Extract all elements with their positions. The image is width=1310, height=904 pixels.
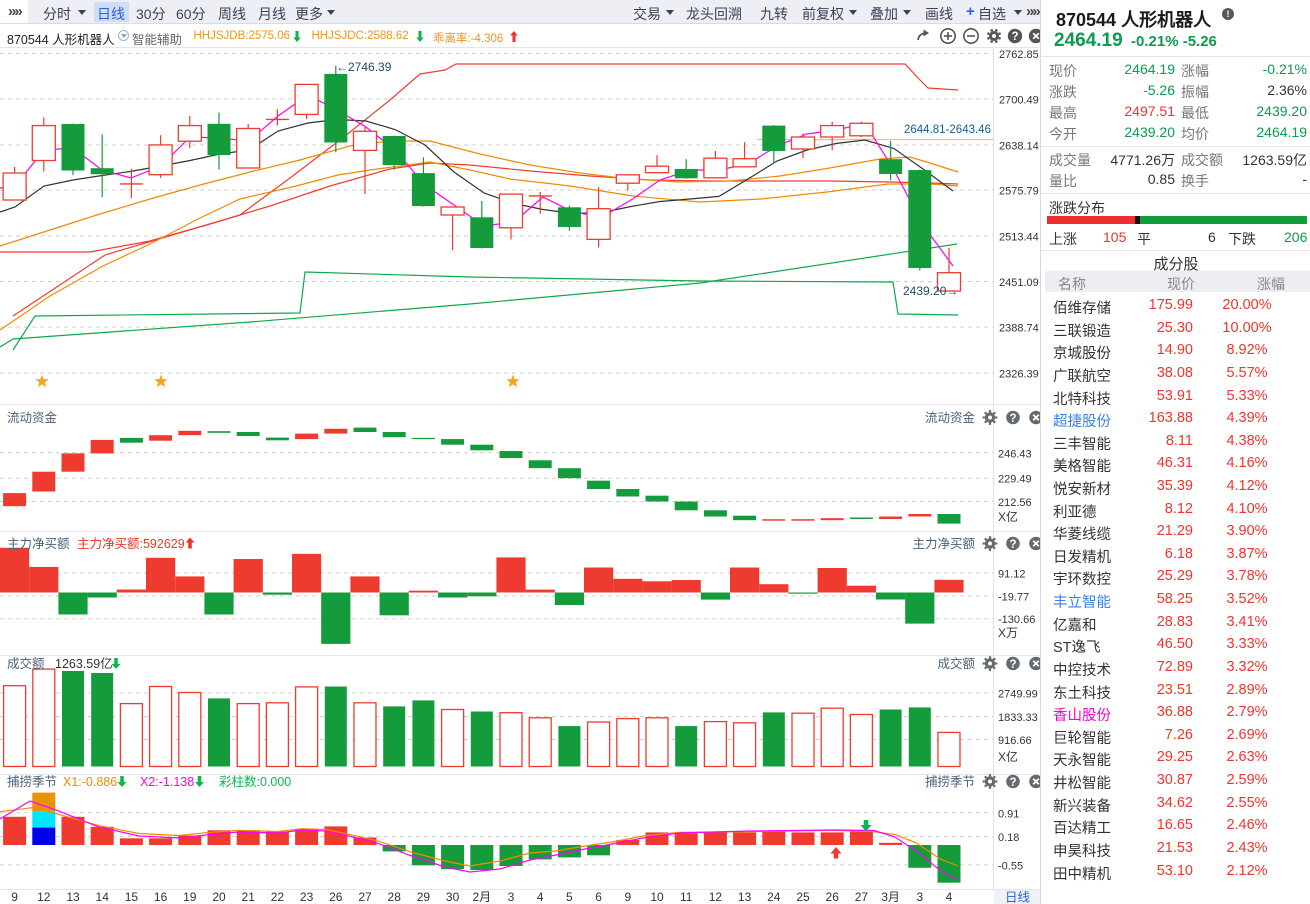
svg-text:27: 27 bbox=[855, 890, 869, 904]
svg-text:-19.77: -19.77 bbox=[998, 592, 1029, 604]
svg-text:?: ? bbox=[1009, 413, 1016, 425]
svg-text:主力净买额: 主力净买额 bbox=[912, 537, 975, 551]
svg-text:229.49: 229.49 bbox=[998, 474, 1032, 486]
svg-text:26: 26 bbox=[826, 890, 840, 904]
svg-text:X1:-0.886: X1:-0.886 bbox=[63, 775, 117, 789]
svg-text:23: 23 bbox=[300, 890, 314, 904]
svg-text:2326.39: 2326.39 bbox=[999, 369, 1039, 381]
svg-text:2月: 2月 bbox=[472, 890, 491, 904]
svg-text:14: 14 bbox=[96, 890, 110, 904]
svg-text:13: 13 bbox=[66, 890, 80, 904]
svg-text:0.91: 0.91 bbox=[998, 808, 1019, 820]
svg-text:22: 22 bbox=[271, 890, 285, 904]
svg-text:-0.55: -0.55 bbox=[998, 860, 1023, 872]
svg-text:5: 5 bbox=[566, 890, 573, 904]
svg-text:2644.81-2643.46: 2644.81-2643.46 bbox=[904, 124, 991, 136]
svg-text:91.12: 91.12 bbox=[998, 568, 1026, 580]
svg-text:10: 10 bbox=[650, 890, 664, 904]
svg-text:212.56: 212.56 bbox=[998, 497, 1032, 509]
svg-text:1833.33: 1833.33 bbox=[998, 712, 1038, 724]
svg-text:19: 19 bbox=[183, 890, 197, 904]
svg-text:流动资金: 流动资金 bbox=[7, 410, 58, 425]
svg-text:1263.59亿: 1263.59亿 bbox=[55, 656, 113, 671]
svg-text:24: 24 bbox=[767, 890, 781, 904]
svg-text:成交额: 成交额 bbox=[937, 656, 975, 671]
svg-text:主力净买额:592629: 主力净买额:592629 bbox=[77, 537, 185, 551]
svg-text:X万: X万 bbox=[998, 626, 1018, 640]
svg-text:捕捞季节: 捕捞季节 bbox=[7, 774, 57, 789]
svg-text:←2746.39: ←2746.39 bbox=[336, 60, 392, 74]
svg-text:成交额: 成交额 bbox=[7, 656, 45, 671]
svg-text:2439.20→: 2439.20→ bbox=[903, 284, 958, 298]
svg-text:4: 4 bbox=[946, 890, 953, 904]
svg-text:30: 30 bbox=[446, 890, 460, 904]
svg-text:26: 26 bbox=[329, 890, 343, 904]
svg-text:3月: 3月 bbox=[881, 890, 900, 904]
svg-text:流动资金: 流动资金 bbox=[925, 410, 976, 425]
svg-text:6: 6 bbox=[595, 890, 602, 904]
svg-text:27: 27 bbox=[358, 890, 372, 904]
svg-text:主力净买额: 主力净买额 bbox=[7, 537, 70, 551]
svg-text:?: ? bbox=[1009, 539, 1016, 551]
svg-text:?: ? bbox=[1009, 659, 1016, 671]
svg-text:28: 28 bbox=[388, 890, 402, 904]
svg-text:9: 9 bbox=[624, 890, 631, 904]
svg-text:12: 12 bbox=[37, 890, 51, 904]
svg-text:11: 11 bbox=[680, 890, 693, 904]
svg-text:916.66: 916.66 bbox=[998, 735, 1032, 747]
svg-text:3: 3 bbox=[508, 890, 515, 904]
svg-text:?: ? bbox=[1009, 777, 1016, 789]
svg-text:2638.14: 2638.14 bbox=[999, 141, 1039, 153]
svg-text:2388.74: 2388.74 bbox=[999, 323, 1039, 335]
svg-text:2451.09: 2451.09 bbox=[999, 277, 1039, 289]
svg-text:X2:-1.138: X2:-1.138 bbox=[140, 775, 194, 789]
svg-text:2513.44: 2513.44 bbox=[999, 232, 1039, 244]
svg-text:X亿: X亿 bbox=[998, 509, 1018, 524]
svg-text:29: 29 bbox=[417, 890, 431, 904]
svg-text:2575.79: 2575.79 bbox=[999, 186, 1039, 198]
svg-text:2749.99: 2749.99 bbox=[998, 688, 1038, 700]
svg-text:-130.66: -130.66 bbox=[998, 614, 1035, 626]
svg-text:2762.85: 2762.85 bbox=[999, 49, 1039, 61]
svg-text:彩柱数:0.000: 彩柱数:0.000 bbox=[219, 774, 291, 789]
svg-text:0.18: 0.18 bbox=[998, 832, 1019, 844]
svg-text:X亿: X亿 bbox=[998, 749, 1018, 764]
svg-text:4: 4 bbox=[537, 890, 544, 904]
svg-text:16: 16 bbox=[154, 890, 168, 904]
svg-text:15: 15 bbox=[125, 890, 139, 904]
svg-text:20: 20 bbox=[212, 890, 226, 904]
svg-text:?: ? bbox=[1011, 31, 1018, 43]
svg-text:12: 12 bbox=[709, 890, 723, 904]
svg-text:日线: 日线 bbox=[1005, 891, 1031, 904]
svg-text:9: 9 bbox=[11, 890, 18, 904]
svg-text:246.43: 246.43 bbox=[998, 448, 1032, 460]
svg-text:25: 25 bbox=[796, 890, 810, 904]
svg-text:13: 13 bbox=[738, 890, 752, 904]
svg-text:3: 3 bbox=[916, 890, 923, 904]
svg-text:捕捞季节: 捕捞季节 bbox=[925, 774, 975, 789]
svg-text:21: 21 bbox=[242, 890, 256, 904]
svg-text:2700.49: 2700.49 bbox=[999, 95, 1039, 107]
